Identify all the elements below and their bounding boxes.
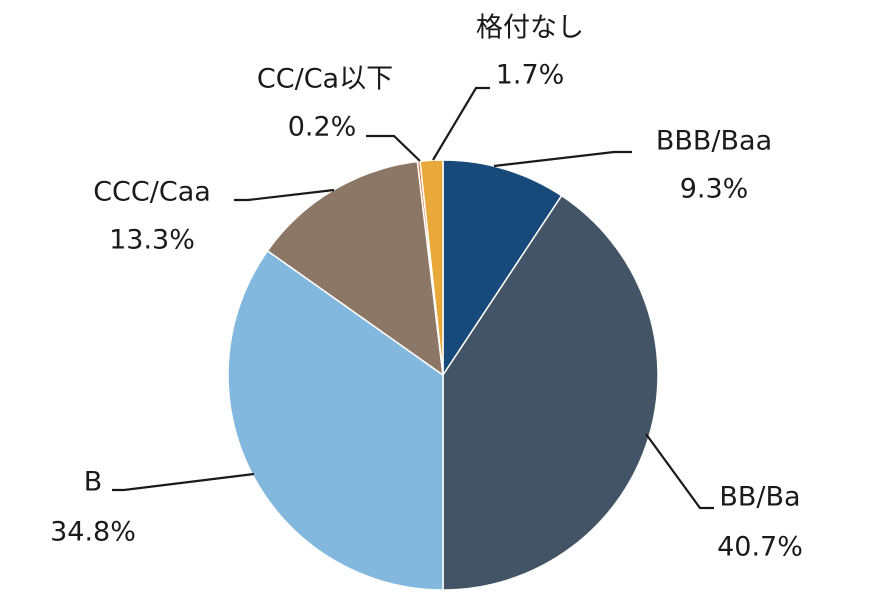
- leader-line-cc-ca: [366, 134, 421, 162]
- slice-value-label: 1.7%: [496, 60, 565, 91]
- slice-name-label: 格付なし: [476, 13, 584, 44]
- leader-line-b: [112, 472, 255, 492]
- slice-name-label: CCC/Caa: [93, 177, 211, 208]
- slice-name-label: BBB/Baa: [656, 126, 772, 157]
- slice-value-label: 13.3%: [109, 225, 195, 256]
- pie-slice-item-5: [419, 159, 444, 376]
- leader-line-ccc-caa: [234, 188, 335, 202]
- slice-name-label: CC/Ca以下: [257, 64, 393, 95]
- slice-name-label: BB/Ba: [719, 482, 800, 513]
- slice-value-label: 40.7%: [717, 532, 803, 563]
- slice-name-label: B: [84, 467, 103, 498]
- pie-slice-bbb-baa: [442, 159, 563, 376]
- leader-line-item-5: [432, 86, 490, 161]
- slice-value-label: 0.2%: [288, 112, 357, 143]
- slice-value-label: 34.8%: [50, 517, 136, 548]
- slice-value-label: 9.3%: [680, 174, 749, 205]
- leader-line-bb-ba: [645, 433, 714, 510]
- leader-line-bbb-baa: [493, 150, 632, 168]
